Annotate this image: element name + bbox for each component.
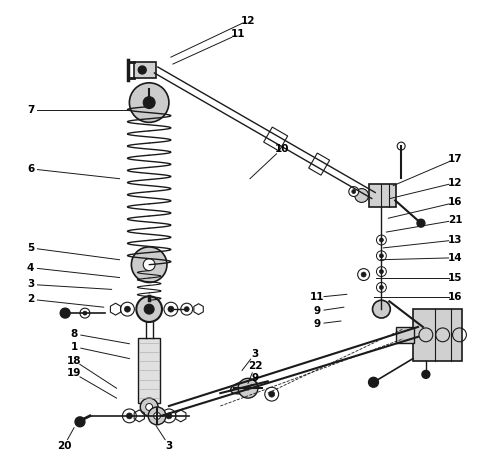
Text: 12: 12	[448, 178, 463, 188]
Text: 17: 17	[448, 154, 463, 164]
Bar	[396, 327, 414, 343]
Text: 8: 8	[71, 329, 78, 339]
Circle shape	[148, 407, 166, 425]
Circle shape	[154, 412, 161, 419]
Bar	[134, 62, 156, 78]
Text: 11: 11	[231, 29, 246, 39]
Circle shape	[83, 311, 87, 315]
Circle shape	[166, 413, 172, 419]
Text: 9: 9	[314, 319, 321, 329]
Circle shape	[379, 285, 383, 289]
Circle shape	[379, 254, 383, 258]
Circle shape	[131, 247, 167, 283]
Text: 21: 21	[448, 215, 463, 225]
Text: 20: 20	[57, 440, 72, 451]
Text: 19: 19	[67, 369, 81, 379]
Circle shape	[123, 409, 136, 423]
Circle shape	[129, 83, 169, 123]
Circle shape	[376, 235, 386, 245]
Text: 6: 6	[27, 164, 34, 174]
Circle shape	[164, 302, 178, 316]
Circle shape	[136, 296, 162, 322]
Circle shape	[376, 283, 386, 292]
Circle shape	[372, 300, 390, 318]
Ellipse shape	[231, 380, 257, 394]
Circle shape	[422, 370, 430, 378]
Text: 15: 15	[448, 273, 463, 283]
Circle shape	[379, 270, 383, 274]
Bar	[413, 309, 462, 361]
Text: 13: 13	[448, 235, 463, 245]
Text: 3: 3	[251, 349, 258, 359]
Circle shape	[126, 413, 132, 419]
Text: 2: 2	[27, 294, 34, 304]
Circle shape	[184, 307, 189, 312]
Circle shape	[140, 398, 158, 416]
Text: 3: 3	[165, 440, 172, 451]
Text: 22: 22	[247, 361, 262, 371]
Text: 5: 5	[27, 243, 34, 253]
Circle shape	[75, 417, 85, 427]
Circle shape	[80, 308, 90, 318]
Circle shape	[162, 409, 176, 423]
Circle shape	[269, 391, 275, 397]
Text: 18: 18	[67, 356, 82, 366]
Circle shape	[376, 251, 386, 261]
Text: 14: 14	[448, 253, 463, 263]
Text: 11: 11	[310, 292, 325, 302]
Circle shape	[376, 266, 386, 276]
Circle shape	[146, 404, 153, 410]
Text: 12: 12	[241, 16, 255, 26]
Circle shape	[238, 378, 258, 398]
Text: 3: 3	[27, 279, 34, 289]
Text: 9: 9	[251, 373, 258, 383]
Circle shape	[352, 190, 356, 193]
Circle shape	[355, 189, 369, 202]
Text: 1: 1	[71, 342, 78, 352]
Circle shape	[358, 269, 370, 281]
Circle shape	[60, 308, 70, 318]
Circle shape	[143, 259, 155, 271]
Text: 16: 16	[448, 292, 463, 302]
Circle shape	[181, 303, 193, 315]
Circle shape	[124, 306, 130, 312]
Circle shape	[361, 272, 366, 277]
Circle shape	[168, 306, 174, 312]
Circle shape	[379, 238, 383, 242]
Circle shape	[349, 187, 359, 197]
Text: 7: 7	[27, 104, 34, 114]
Circle shape	[417, 219, 425, 227]
Text: 4: 4	[27, 263, 34, 273]
Circle shape	[419, 323, 427, 331]
Text: 16: 16	[448, 198, 463, 208]
Circle shape	[121, 302, 134, 316]
Bar	[369, 184, 396, 208]
Bar	[138, 338, 160, 403]
Circle shape	[144, 304, 154, 314]
Circle shape	[265, 387, 279, 401]
Circle shape	[138, 66, 146, 74]
Text: 10: 10	[274, 144, 289, 154]
Circle shape	[143, 97, 155, 108]
Circle shape	[369, 377, 378, 387]
Text: 9: 9	[314, 306, 321, 316]
